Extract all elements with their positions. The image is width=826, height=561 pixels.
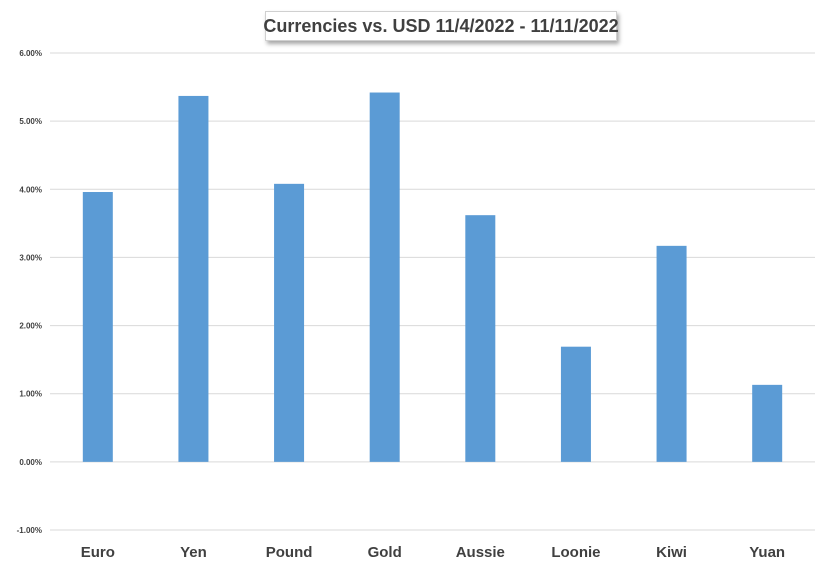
bar-pound [274,183,305,462]
x-tick-label-aussie: Aussie [456,544,505,561]
x-tick-label-gold: Gold [368,544,402,561]
y-tick-label: 4.00% [19,185,42,194]
bar-aussie [465,215,496,462]
bar-yen [178,95,209,462]
bar-kiwi [656,245,687,462]
y-tick-label: 0.00% [19,458,42,467]
bar-loonie [560,346,591,462]
bar-gold [369,92,400,462]
bars [82,92,783,462]
x-axis-tick-labels: Euro Yen Pound Gold Aussie Loonie Kiwi Yuan [81,544,785,561]
x-tick-label-loonie: Loonie [551,544,600,561]
y-tick-label: 1.00% [19,390,42,399]
chart-title: Currencies vs. USD 11/4/2022 - 11/11/202… [263,15,619,36]
x-tick-label-kiwi: Kiwi [656,544,687,561]
y-tick-label: 5.00% [19,117,42,126]
x-tick-label-euro: Euro [81,544,115,561]
bar-euro [82,192,113,462]
x-tick-label-yuan: Yuan [749,544,785,561]
y-axis-tick-labels: -1.00% 0.00% 1.00% 2.00% 3.00% 4.00% 5.00% 6.00… [17,49,42,535]
y-tick-label: 3.00% [19,253,42,262]
gridlines [50,52,815,531]
x-tick-label-yen: Yen [180,544,207,561]
y-tick-label: 6.00% [19,49,42,58]
y-tick-label: 2.00% [19,322,42,331]
chart-title-box: Currencies vs. USD 11/4/2022 - 11/11/202… [263,11,619,41]
x-tick-label-pound: Pound [266,544,313,561]
y-tick-label: -1.00% [17,526,42,535]
bar-yuan [752,384,783,462]
